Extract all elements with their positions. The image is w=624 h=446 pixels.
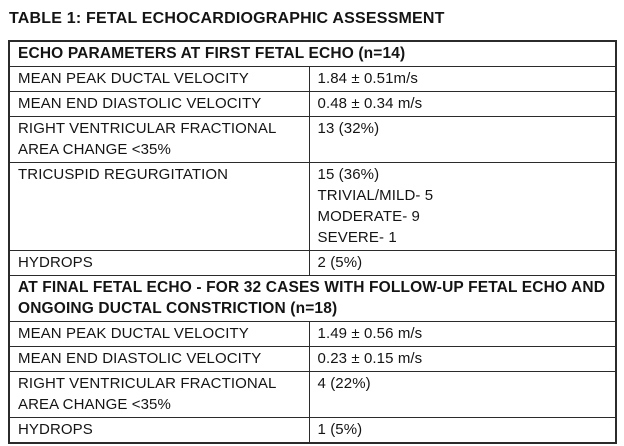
param-value-cell: 0.23 ± 0.15 m/s <box>308 346 617 372</box>
table-row: MEAN END DIASTOLIC VELOCITY 0.48 ± 0.34 … <box>8 91 617 117</box>
section-header-row: AT FINAL FETAL ECHO - FOR 32 CASES WITH … <box>8 275 617 322</box>
param-label-cell: HYDROPS <box>8 417 310 444</box>
table-row: RIGHT VENTRICULAR FRACTIONAL AREA CHANGE… <box>8 116 617 163</box>
table-title: TABLE 1: FETAL ECHOCARDIOGRAPHIC ASSESSM… <box>9 10 445 27</box>
table-row: TRICUSPID REGURGITATION 15 (36%) TRIVIAL… <box>8 162 617 251</box>
param-value-cell: 13 (32%) <box>308 116 617 163</box>
param-label-cell: MEAN PEAK DUCTAL VELOCITY <box>8 321 310 347</box>
param-value-cell: 2 (5%) <box>308 250 617 276</box>
param-label-cell: TRICUSPID REGURGITATION <box>8 162 310 251</box>
param-label-cell: HYDROPS <box>8 250 310 276</box>
table-row: MEAN END DIASTOLIC VELOCITY 0.23 ± 0.15 … <box>8 346 617 372</box>
param-value-cell: 4 (22%) <box>308 371 617 418</box>
table-row: RIGHT VENTRICULAR FRACTIONAL AREA CHANGE… <box>8 371 617 418</box>
param-value-cell: 15 (36%) TRIVIAL/MILD- 5 MODERATE- 9 SEV… <box>308 162 617 251</box>
param-label-cell: MEAN PEAK DUCTAL VELOCITY <box>8 66 310 92</box>
table-row: HYDROPS 1 (5%) <box>8 417 617 444</box>
param-value-cell: 1.84 ± 0.51m/s <box>308 66 617 92</box>
param-value-cell: 1.49 ± 0.56 m/s <box>308 321 617 347</box>
table-row: MEAN PEAK DUCTAL VELOCITY 1.84 ± 0.51m/s <box>8 66 617 92</box>
param-label-cell: RIGHT VENTRICULAR FRACTIONAL AREA CHANGE… <box>8 371 310 418</box>
section-2-header: AT FINAL FETAL ECHO - FOR 32 CASES WITH … <box>8 275 617 322</box>
section-1-header: ECHO PARAMETERS AT FIRST FETAL ECHO (n=1… <box>8 40 617 67</box>
table-row: MEAN PEAK DUCTAL VELOCITY 1.49 ± 0.56 m/… <box>8 321 617 347</box>
param-value-cell: 1 (5%) <box>308 417 617 444</box>
section-header-row: ECHO PARAMETERS AT FIRST FETAL ECHO (n=1… <box>8 40 617 67</box>
param-label-cell: MEAN END DIASTOLIC VELOCITY <box>8 91 310 117</box>
fetal-echo-assessment-table: ECHO PARAMETERS AT FIRST FETAL ECHO (n=1… <box>8 40 617 444</box>
param-value-cell: 0.48 ± 0.34 m/s <box>308 91 617 117</box>
param-label-cell: RIGHT VENTRICULAR FRACTIONAL AREA CHANGE… <box>8 116 310 163</box>
param-label-cell: MEAN END DIASTOLIC VELOCITY <box>8 346 310 372</box>
table-row: HYDROPS 2 (5%) <box>8 250 617 276</box>
